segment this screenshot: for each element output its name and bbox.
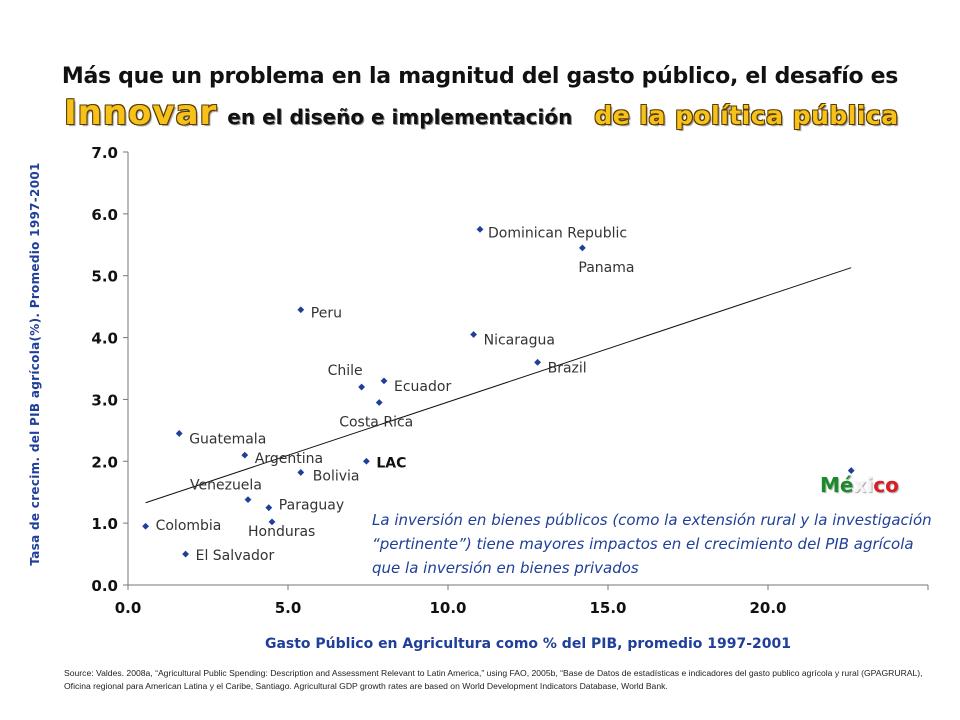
point-label-guatemala: Guatemala xyxy=(189,431,266,447)
x-tick-label: 20.0 xyxy=(749,599,786,617)
y-tick-label: 6.0 xyxy=(91,206,118,224)
point-argentina xyxy=(241,451,249,459)
point-label-argentina: Argentina xyxy=(255,451,323,467)
annotation-text: La inversión en bienes públicos (como la… xyxy=(372,511,932,577)
point-label-panama: Panama xyxy=(578,260,634,276)
x-axis-label: Gasto Público en Agricultura como % del … xyxy=(264,636,792,652)
y-tick-label: 4.0 xyxy=(91,330,118,348)
title-line-2: Innovar en el diseño e implementación de l… xyxy=(64,93,944,133)
point-guatemala xyxy=(175,430,183,437)
y-tick-label: 5.0 xyxy=(91,268,118,286)
point-dominican-republic xyxy=(476,225,484,233)
point-label-brazil: Brazil xyxy=(548,360,587,376)
y-tick-label: 7.0 xyxy=(91,144,118,162)
y-tick-label: 2.0 xyxy=(91,453,118,471)
point-mexico xyxy=(847,467,855,474)
point-brazil xyxy=(534,358,541,366)
mexico-label: México xyxy=(820,473,899,497)
point-colombia xyxy=(142,522,149,530)
point-label-bolivia: Bolivia xyxy=(313,468,360,484)
mexico-label-part-2: xi xyxy=(853,473,874,497)
y-tick-label: 0.0 xyxy=(91,577,118,595)
trend-line xyxy=(145,267,852,504)
point-label-honduras: Honduras xyxy=(248,524,315,540)
point-label-peru: Peru xyxy=(311,306,342,322)
point-bolivia xyxy=(297,469,305,476)
point-peru xyxy=(297,306,305,314)
y-tick-label: 3.0 xyxy=(91,391,118,409)
point-label-dominican-republic: Dominican Republic xyxy=(488,225,627,241)
point-label-venezuela: Venezuela xyxy=(190,478,262,494)
point-venezuela xyxy=(244,496,252,504)
mexico-label-part-1: Mé xyxy=(820,473,854,497)
title-politica: de la política pública xyxy=(594,101,899,130)
point-el-salvador xyxy=(182,550,189,558)
source-note: Source: Valdes. 2008a, “Agricultural Pub… xyxy=(64,668,923,691)
point-ecuador xyxy=(380,377,388,385)
mexico-label-part-3: co xyxy=(873,473,899,497)
point-honduras xyxy=(268,518,276,526)
point-label-chile: Chile xyxy=(328,363,363,379)
title-middle: en el diseño e implementación xyxy=(227,105,573,129)
title-innovar: Innovar xyxy=(64,93,218,133)
point-lac xyxy=(363,457,370,465)
point-nicaragua xyxy=(470,331,477,338)
y-axis-label: Tasa de crecim. del PIB agrícola(%). Pro… xyxy=(28,162,42,566)
point-label-lac: LAC xyxy=(376,455,406,471)
point-chile xyxy=(358,383,365,391)
point-label-el-salvador: El Salvador xyxy=(196,548,275,564)
title-line-1: Más que un problema en la magnitud del g… xyxy=(61,64,899,89)
x-tick-label: 0.0 xyxy=(115,599,142,617)
x-tick-label: 15.0 xyxy=(589,599,626,617)
point-panama xyxy=(579,244,586,252)
x-tick-label: 5.0 xyxy=(275,599,302,617)
y-tick-label: 1.0 xyxy=(91,515,118,533)
point-costa-rica xyxy=(375,399,383,406)
point-label-costa-rica: Costa Rica xyxy=(339,415,413,431)
point-paraguay xyxy=(265,504,273,512)
point-label-paraguay: Paraguay xyxy=(279,498,344,514)
point-label-nicaragua: Nicaragua xyxy=(484,332,555,348)
point-label-ecuador: Ecuador xyxy=(394,379,451,395)
x-tick-label: 10.0 xyxy=(429,599,466,617)
point-label-colombia: Colombia xyxy=(156,518,222,534)
